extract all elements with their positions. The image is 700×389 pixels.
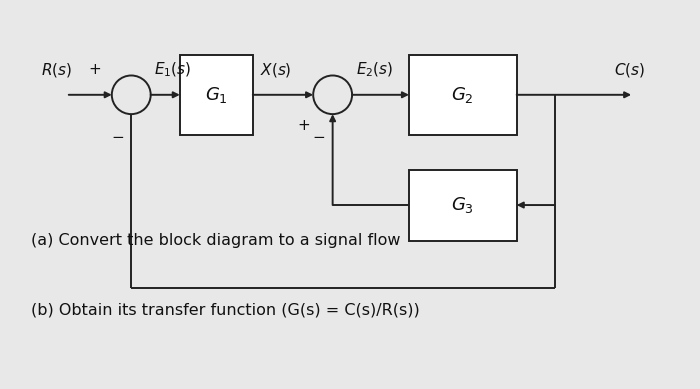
Text: $-$: $-$ <box>111 128 124 143</box>
Text: $E_1(s)$: $E_1(s)$ <box>154 61 192 79</box>
Text: $X(s)$: $X(s)$ <box>260 61 291 79</box>
Bar <box>409 170 517 240</box>
Text: $G_1$: $G_1$ <box>205 85 228 105</box>
Text: $R(s)$: $R(s)$ <box>41 61 72 79</box>
Text: +: + <box>297 118 309 133</box>
Text: (a) Convert the block diagram to a signal flow: (a) Convert the block diagram to a signa… <box>31 233 400 248</box>
Text: $G_2$: $G_2$ <box>452 85 474 105</box>
Text: (b) Obtain its transfer function (G(s) = C(s)/R(s)): (b) Obtain its transfer function (G(s) =… <box>31 302 419 317</box>
Text: $C(s)$: $C(s)$ <box>614 61 645 79</box>
Bar <box>409 54 517 135</box>
Text: $-$: $-$ <box>312 128 326 143</box>
Text: $E_2(s)$: $E_2(s)$ <box>356 61 393 79</box>
Text: $G_3$: $G_3$ <box>452 195 475 215</box>
Bar <box>180 54 253 135</box>
Text: +: + <box>88 62 101 77</box>
